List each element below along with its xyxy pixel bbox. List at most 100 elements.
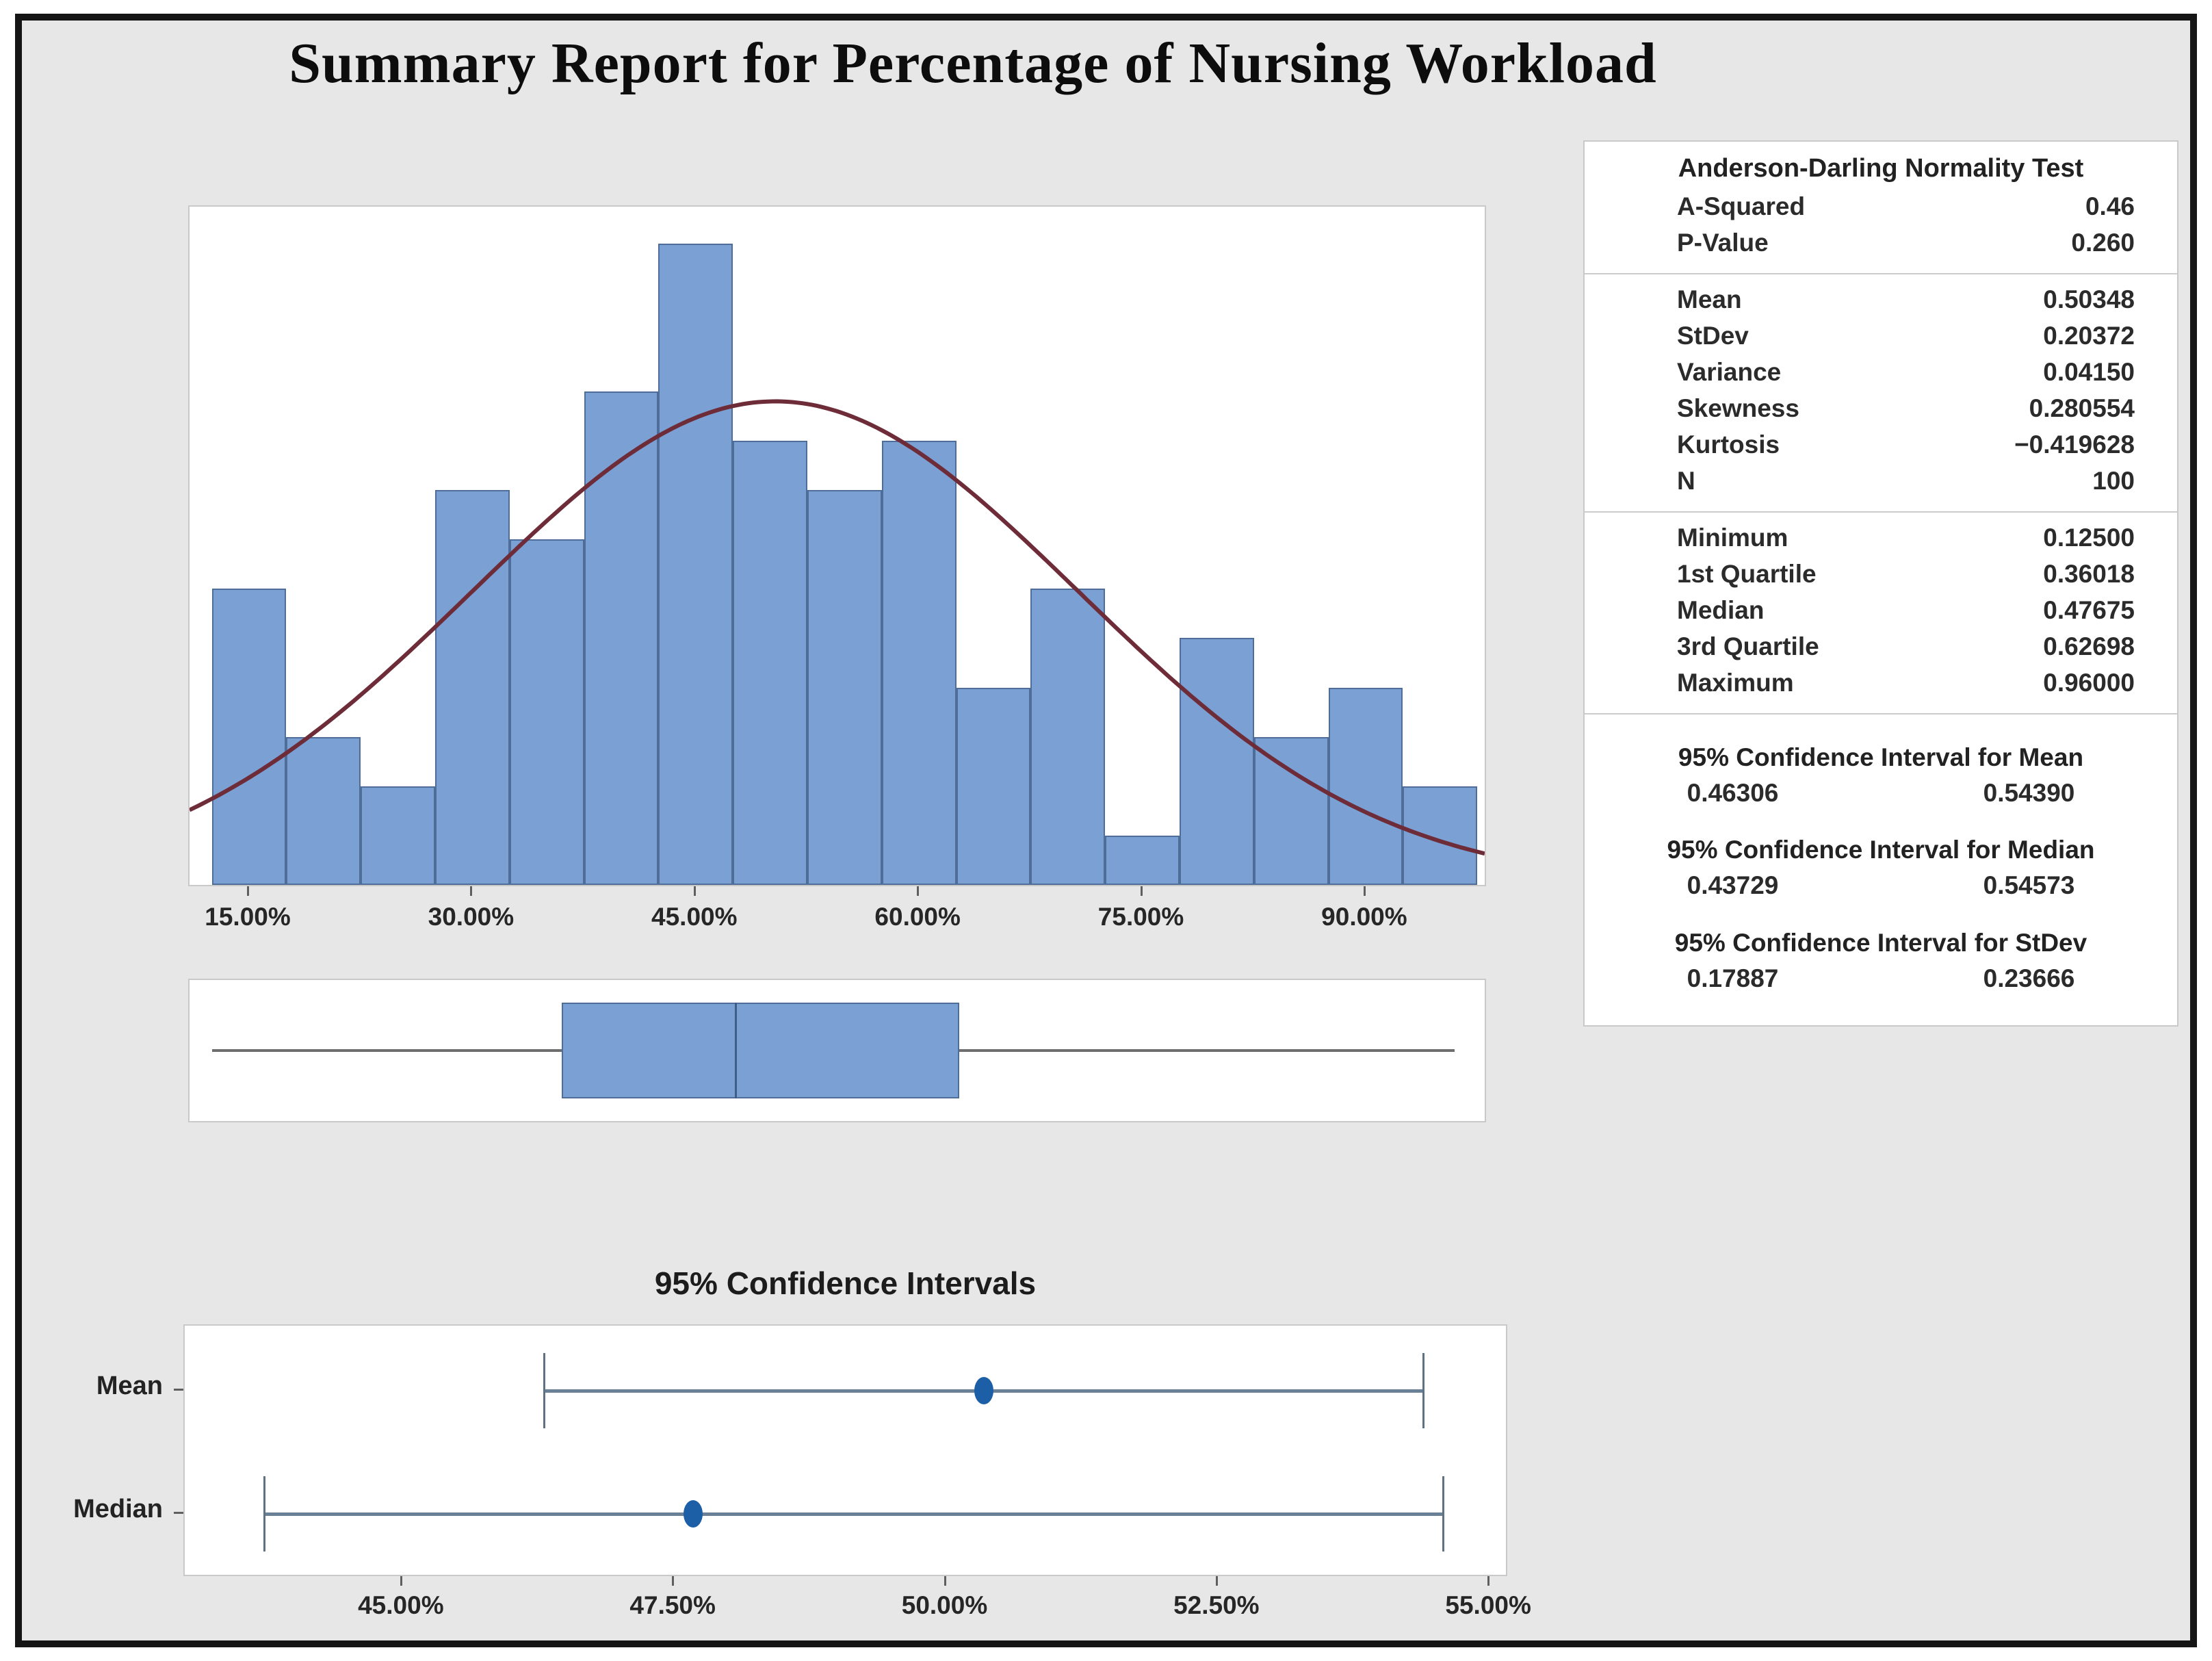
ci-chart-panel <box>183 1324 1507 1576</box>
stats-ci-lower: 0.43729 <box>1687 871 1779 899</box>
ci-x-tick <box>1487 1576 1490 1586</box>
boxplot-plot <box>190 980 1485 1121</box>
histogram-bar <box>1030 589 1106 885</box>
boxplot-median-line <box>734 1002 737 1099</box>
ci-x-tick-label: 55.00% <box>1445 1591 1531 1619</box>
stats-row-label: Skewness <box>1677 394 1799 422</box>
histogram-bar <box>658 243 733 885</box>
stats-row: Minimum 0.12500 <box>1585 519 2177 556</box>
stats-row: P-Value 0.260 <box>1585 224 2177 261</box>
histogram-bar <box>1403 786 1478 885</box>
histogram-bar <box>286 736 361 885</box>
report-title: Summary Report for Percentage of Nursing… <box>289 31 1657 95</box>
ci-chart-plot <box>185 1326 1506 1575</box>
stats-row-label: Kurtosis <box>1677 430 1780 459</box>
histogram-x-tick-label: 60.00% <box>874 903 961 931</box>
stats-row-value: 0.62698 <box>2043 632 2135 660</box>
stats-row: Variance 0.04150 <box>1585 354 2177 390</box>
histogram-x-tick-label: 15.00% <box>205 903 291 931</box>
histogram-bar <box>435 490 510 885</box>
ci-row-label: Mean <box>96 1371 163 1400</box>
stats-ci-header: 95% Confidence Interval for StDev <box>1674 928 2087 957</box>
ci-point-marker <box>974 1376 993 1404</box>
stats-row-value: 0.12500 <box>2043 524 2135 552</box>
histogram-bar <box>584 391 659 885</box>
stats-ci-upper: 0.23666 <box>1983 964 2075 992</box>
stats-row: Kurtosis −0.419628 <box>1585 426 2177 463</box>
histogram-x-tick <box>1140 886 1143 896</box>
stats-row-label: Minimum <box>1677 524 1788 552</box>
ci-x-tick <box>400 1576 402 1586</box>
ci-point-marker <box>683 1499 703 1528</box>
histogram-plot <box>190 207 1485 885</box>
histogram-x-tick-label: 30.00% <box>428 903 515 931</box>
histogram-x-tick-label: 90.00% <box>1321 903 1407 931</box>
stats-row-label: Maximum <box>1677 669 1794 697</box>
stats-ci-lower: 0.46306 <box>1687 778 1779 807</box>
stats-ci-group: 95% Confidence Interval for Mean 0.46306 0… <box>1585 741 2177 812</box>
stats-row: Maximum 0.96000 <box>1585 665 2177 701</box>
stats-row: A-Squared 0.46 <box>1585 188 2177 224</box>
normal-fit-curve <box>190 399 1485 856</box>
stats-row-label: P-Value <box>1677 229 1769 257</box>
ci-x-tick-label: 52.50% <box>1173 1591 1260 1619</box>
histogram-bar <box>509 539 584 885</box>
histogram-bar <box>1253 736 1329 885</box>
stats-row-value: 0.36018 <box>2043 560 2135 588</box>
ci-y-tick <box>174 1511 183 1514</box>
stats-row-value: 0.20372 <box>2043 322 2135 350</box>
histogram-x-tick-label: 75.00% <box>1097 903 1184 931</box>
stats-section-confidence-intervals: 95% Confidence Interval for Mean 0.46306 0… <box>1585 714 2177 1025</box>
ci-x-tick-label: 45.00% <box>358 1591 444 1619</box>
stats-row: Median 0.47675 <box>1585 592 2177 628</box>
ci-row-label: Median <box>73 1494 163 1523</box>
stats-row: Mean 0.50348 <box>1585 281 2177 318</box>
ci-interval-endcap <box>263 1476 265 1551</box>
histogram-bar <box>807 490 882 885</box>
ci-x-tick-label: 50.00% <box>901 1591 988 1619</box>
stats-ci-values: 0.43729 0.54573 <box>1585 867 2177 904</box>
stats-row-value: 0.96000 <box>2043 669 2135 697</box>
boxplot-panel <box>188 979 1486 1122</box>
stats-row-label: A-Squared <box>1677 192 1806 220</box>
ci-interval-endcap <box>543 1352 546 1428</box>
stats-section-quartiles: Minimum 0.12500 1st Quartile 0.36018 Median 0… <box>1585 513 2177 714</box>
stats-row-label: StDev <box>1677 322 1749 350</box>
histogram-x-tick-label: 45.00% <box>651 903 738 931</box>
stats-section-normality: Anderson-Darling Normality Test A-Square… <box>1585 142 2177 274</box>
stats-row-value: 0.50348 <box>2043 285 2135 313</box>
stats-row-value: 100 <box>2092 467 2135 495</box>
stats-ci-lower: 0.17887 <box>1687 964 1779 992</box>
stats-ci-values: 0.17887 0.23666 <box>1585 960 2177 997</box>
ci-y-tick <box>174 1388 183 1391</box>
stats-ci-header: 95% Confidence Interval for Median <box>1667 836 2095 864</box>
ci-chart-title: 95% Confidence Intervals <box>654 1265 1037 1301</box>
ci-x-tick <box>944 1576 946 1586</box>
stats-panel: Anderson-Darling Normality Test A-Square… <box>1583 140 2178 1027</box>
ci-x-tick <box>672 1576 675 1586</box>
report-frame: Summary Report for Percentage of Nursing… <box>15 14 2197 1647</box>
stats-header: Anderson-Darling Normality Test <box>1678 154 2084 183</box>
histogram-bar <box>956 687 1031 885</box>
stats-ci-group: 95% Confidence Interval for StDev 0.17887… <box>1585 926 2177 997</box>
stats-row: N 100 <box>1585 463 2177 499</box>
stats-row-value: −0.419628 <box>2014 430 2135 459</box>
histogram-bar <box>361 786 435 885</box>
histogram-panel <box>188 205 1486 886</box>
stats-row-label: 3rd Quartile <box>1677 632 1819 660</box>
histogram-x-tick <box>247 886 250 896</box>
ci-interval-endcap <box>1422 1352 1425 1428</box>
histogram-bar <box>733 440 807 885</box>
ci-interval-line <box>263 1512 1444 1516</box>
stats-rows-moments: Mean 0.50348 StDev 0.20372 Variance 0.04150 Sk… <box>1585 281 2177 499</box>
stats-ci-upper: 0.54573 <box>1983 871 2075 899</box>
ci-interval-endcap <box>1442 1476 1445 1551</box>
stats-row-label: Mean <box>1677 285 1742 313</box>
histogram-bar <box>881 440 957 885</box>
stats-ci-values: 0.46306 0.54390 <box>1585 775 2177 812</box>
stats-row-value: 0.04150 <box>2043 358 2135 386</box>
stats-row-label: Variance <box>1677 358 1782 386</box>
stats-rows-normality: A-Squared 0.46 P-Value 0.260 <box>1585 188 2177 261</box>
stats-row: StDev 0.20372 <box>1585 318 2177 354</box>
stats-row-value: 0.280554 <box>2029 394 2135 422</box>
